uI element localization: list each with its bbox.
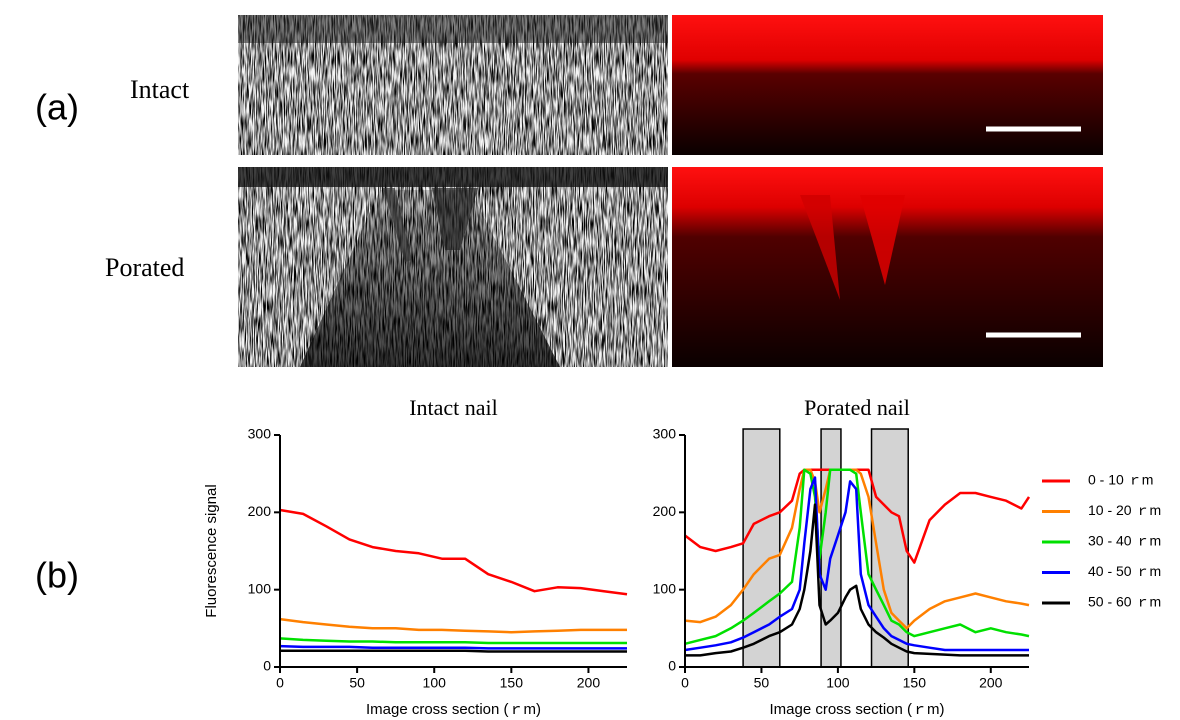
chart-title: Porated nail — [804, 395, 910, 420]
y-tick-label: 0 — [263, 658, 271, 674]
x-tick-label: 200 — [577, 675, 601, 691]
micrograph-intact-gray — [238, 15, 668, 155]
panel-label: (a) — [35, 87, 79, 128]
x-axis-label: Image cross section (ｒm) — [769, 701, 944, 718]
legend-label: 50 - 60 ｒm — [1088, 594, 1161, 610]
panel-label: (b) — [35, 555, 79, 596]
row-label: Porated — [105, 253, 184, 282]
y-tick-label: 200 — [653, 503, 677, 519]
series-line — [684, 468, 1030, 646]
chart-title: Intact nail — [409, 395, 498, 420]
x-tick-label: 200 — [979, 675, 1003, 691]
x-tick-label: 100 — [423, 675, 447, 691]
x-tick-label: 150 — [903, 675, 927, 691]
micrograph-intact-red — [672, 15, 1103, 155]
series-line — [279, 617, 627, 634]
series-line — [279, 637, 627, 645]
micrograph-porated-gray — [238, 167, 668, 367]
x-tick-label: 150 — [500, 675, 524, 691]
x-tick-label: 0 — [681, 675, 689, 691]
shaded-region — [742, 428, 781, 668]
series-line — [279, 508, 628, 596]
legend-label: 30 - 40 ｒm — [1088, 533, 1161, 549]
x-axis-label: Image cross section (ｒm) — [366, 701, 541, 718]
y-tick-label: 100 — [653, 580, 677, 596]
legend-label: 0 - 10 ｒm — [1088, 472, 1153, 488]
shaded-region — [820, 428, 842, 668]
y-tick-label: 100 — [248, 580, 272, 596]
x-tick-label: 50 — [349, 675, 365, 691]
y-tick-label: 200 — [248, 503, 272, 519]
y-tick-label: 0 — [668, 658, 676, 674]
y-tick-label: 300 — [248, 426, 272, 442]
micrograph-porated-red — [672, 167, 1103, 367]
x-tick-label: 50 — [754, 675, 770, 691]
row-label: Intact — [130, 75, 190, 104]
series-line — [684, 476, 1029, 652]
series-line — [685, 503, 1029, 657]
y-tick-label: 300 — [653, 426, 677, 442]
x-tick-label: 0 — [276, 675, 284, 691]
y-axis-label: Fluorescence signal — [203, 484, 220, 617]
x-tick-label: 100 — [826, 675, 850, 691]
legend-label: 40 - 50 ｒm — [1088, 563, 1161, 579]
series-line — [280, 649, 627, 653]
series-line — [279, 644, 627, 650]
legend-label: 10 - 20 ｒm — [1088, 502, 1161, 518]
